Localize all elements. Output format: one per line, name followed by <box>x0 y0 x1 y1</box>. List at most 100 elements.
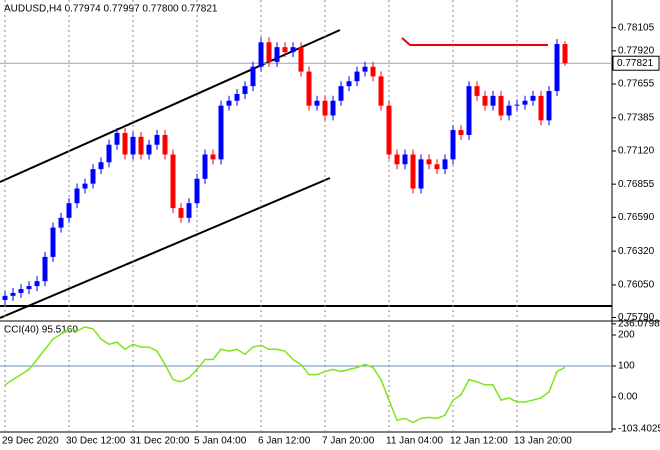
x-tick-label: 30 Dec 12:00 <box>66 436 126 447</box>
candle-body <box>274 47 280 62</box>
candle-body <box>418 159 424 189</box>
candle-body <box>258 42 264 67</box>
channel-lower <box>0 177 331 319</box>
candle-body <box>194 178 200 204</box>
candle-body <box>450 130 456 160</box>
y-tick-label: 100 <box>618 361 635 372</box>
y-tick-label: 236.0798 <box>618 318 660 329</box>
candle-body <box>138 136 144 155</box>
candle-body <box>394 154 400 165</box>
channel-upper <box>0 29 341 183</box>
candle-body <box>178 208 184 218</box>
candle-body <box>458 130 464 135</box>
candle-body <box>322 100 328 116</box>
candle-body <box>82 183 88 189</box>
y-tick-label: 0.77655 <box>618 79 655 90</box>
candle-body <box>498 95 504 116</box>
candle-body <box>338 86 344 101</box>
chart-title: AUDUSD,H4 0.77974 0.77997 0.77800 0.7782… <box>4 4 218 15</box>
candle-body <box>354 71 360 82</box>
x-tick-label: 7 Jan 20:00 <box>322 436 375 447</box>
candle-body <box>378 76 384 106</box>
candle-body <box>146 144 152 155</box>
candle-body <box>554 44 560 92</box>
candle-body <box>90 169 96 184</box>
candle-body <box>74 188 80 204</box>
x-tick-label: 29 Dec 2020 <box>2 436 59 447</box>
candle-body <box>402 154 408 165</box>
candle-body <box>370 66 376 77</box>
candle-body <box>298 47 304 72</box>
candle-body <box>442 159 448 170</box>
candle-body <box>42 256 48 282</box>
candle-body <box>18 289 24 293</box>
candle-body <box>474 86 480 96</box>
x-tick-label: 31 Dec 20:00 <box>130 436 190 447</box>
drawings <box>0 29 612 319</box>
y-tick-label: 0.77385 <box>618 112 655 123</box>
candle-body <box>386 105 392 155</box>
candle-body <box>314 100 320 106</box>
candle-body <box>66 203 72 218</box>
candle-body <box>538 95 544 121</box>
candle-body <box>346 81 352 87</box>
candle-body <box>522 100 528 105</box>
x-tick-label: 12 Jan 12:00 <box>450 436 508 447</box>
candle-body <box>34 281 40 287</box>
candle-body <box>530 95 536 101</box>
candle-body <box>162 134 168 155</box>
candle-body <box>506 105 512 116</box>
candle-body <box>114 132 120 145</box>
candle-body <box>26 286 32 290</box>
candle-body <box>98 162 104 170</box>
y-tick-label: 0.00 <box>618 392 638 403</box>
candle-body <box>210 154 216 160</box>
x-tick-label: 13 Jan 20:00 <box>514 436 572 447</box>
candle-body <box>242 86 248 95</box>
candle-body <box>106 144 112 163</box>
candle-body <box>490 95 496 106</box>
resistance-line <box>401 37 548 46</box>
x-tick-label: 11 Jan 04:00 <box>386 436 444 447</box>
y-tick-label: 0.78105 <box>618 22 655 33</box>
candle-body <box>202 154 208 179</box>
price-label-box <box>612 55 660 71</box>
candle-body <box>290 47 296 53</box>
candle-body <box>546 91 552 121</box>
candle-body <box>10 292 16 296</box>
candle-body <box>154 134 160 145</box>
candle-body <box>306 71 312 106</box>
candle-body <box>122 132 128 155</box>
candle-body <box>426 159 432 165</box>
candle-body <box>410 154 416 189</box>
candle-body <box>58 217 64 228</box>
y-tick-label: 0.76590 <box>618 212 655 223</box>
y-tick-label: 0.77120 <box>618 146 655 157</box>
x-tick-label: 6 Jan 12:00 <box>258 436 311 447</box>
candle-body <box>250 66 256 87</box>
candle-body <box>266 42 272 62</box>
candle-body <box>362 66 368 72</box>
candle-body <box>234 94 240 101</box>
candle-body <box>2 295 8 300</box>
candle-body <box>434 164 440 170</box>
candle-body <box>50 227 56 257</box>
y-tick-label: 0.76320 <box>618 246 655 257</box>
candle-body <box>282 47 288 53</box>
y-tick-label: 0.76855 <box>618 179 655 190</box>
y-tick-label: 0.75790 <box>618 312 655 323</box>
y-tick-label: 0.76050 <box>618 280 655 291</box>
x-tick-label: 5 Jan 04:00 <box>194 436 247 447</box>
candle-body <box>218 105 224 160</box>
candle-body <box>514 104 520 106</box>
candle-body <box>466 86 472 135</box>
current-price-label: 0.77821 <box>617 58 654 69</box>
candle-body <box>130 136 136 155</box>
candle-body <box>330 100 336 116</box>
indicator-title: CCI(40) 95.5160 <box>4 325 78 336</box>
candle-body <box>170 154 176 209</box>
candle-body <box>226 100 232 106</box>
y-tick-label: -103.4025 <box>618 424 660 435</box>
